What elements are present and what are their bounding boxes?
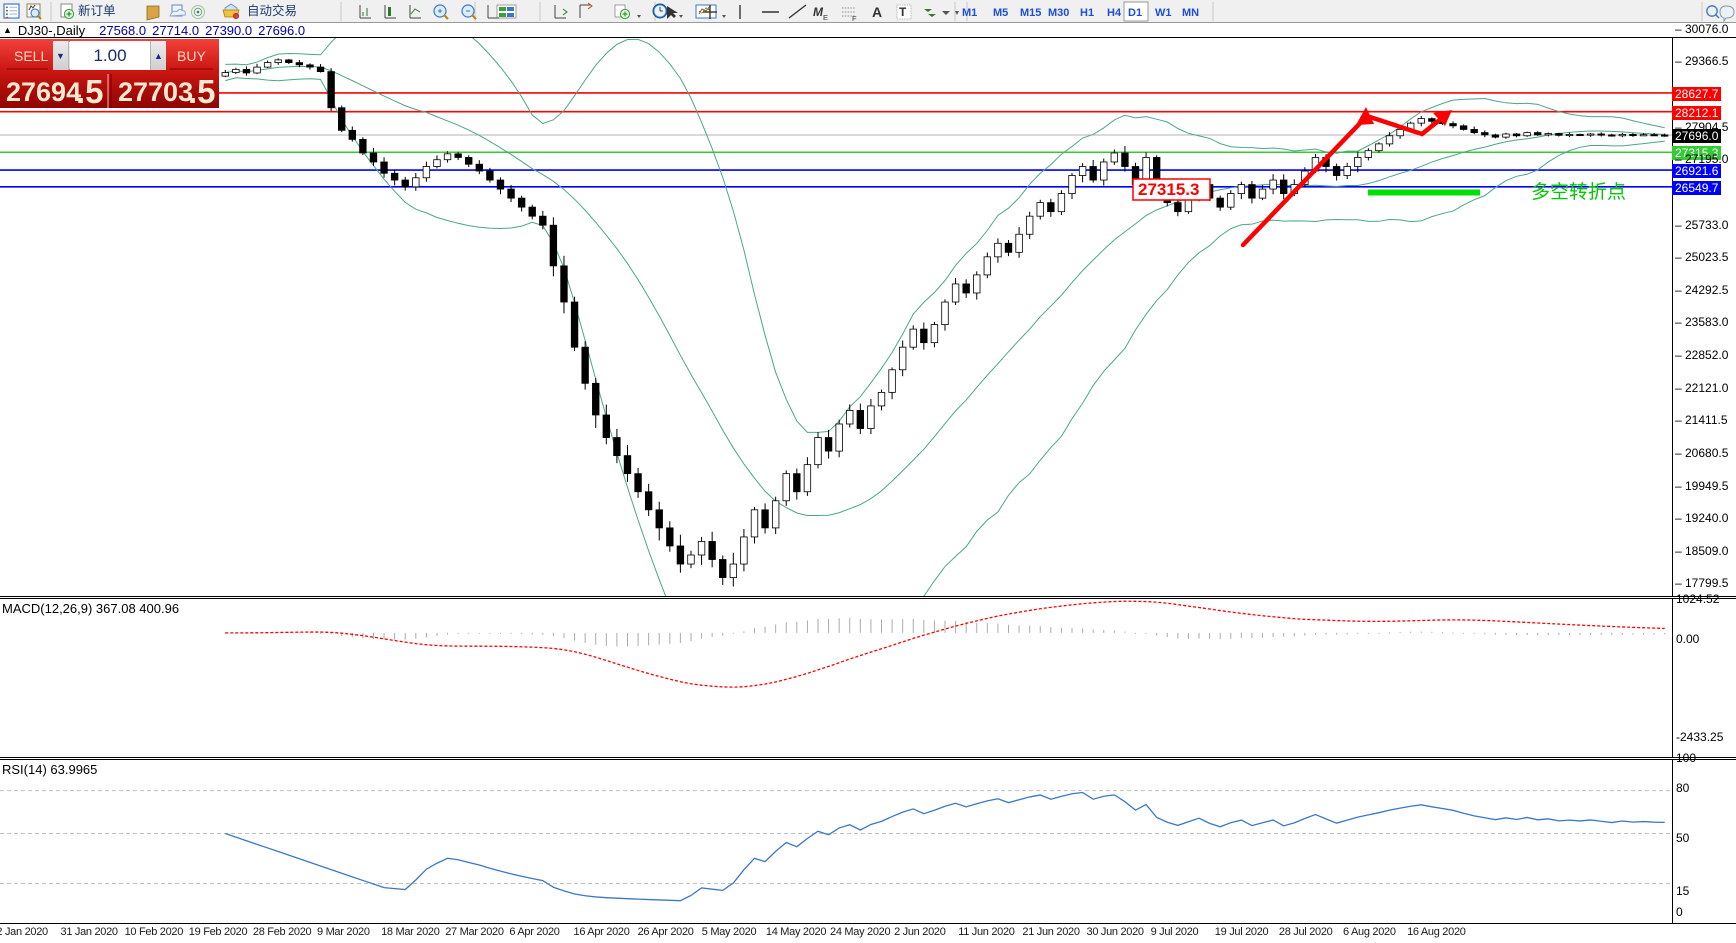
svg-text:.5: .5	[76, 73, 104, 108]
svg-text:M5: M5	[993, 7, 1008, 19]
svg-text:多空转折点: 多空转折点	[1531, 181, 1626, 203]
svg-text:自动交易: 自动交易	[247, 3, 297, 18]
svg-text:D1: D1	[1128, 7, 1142, 19]
svg-text:新订单: 新订单	[78, 3, 116, 18]
svg-text:27703: 27703	[118, 77, 193, 107]
svg-text:M30: M30	[1048, 7, 1069, 19]
svg-text:M1: M1	[962, 7, 977, 19]
svg-text:BUY: BUY	[177, 48, 206, 64]
svg-text:H4: H4	[1107, 7, 1122, 19]
svg-text:A: A	[872, 4, 882, 20]
svg-text:.5: .5	[188, 73, 216, 108]
svg-text:H1: H1	[1080, 7, 1094, 19]
svg-text:F: F	[852, 14, 857, 23]
svg-text:W1: W1	[1155, 7, 1172, 19]
svg-text:27315.3: 27315.3	[1138, 180, 1199, 199]
svg-text:T: T	[899, 5, 907, 19]
svg-text:MN: MN	[1182, 7, 1199, 19]
svg-text:E: E	[823, 13, 828, 22]
svg-text:SELL: SELL	[14, 48, 48, 64]
svg-text:27694: 27694	[6, 77, 81, 107]
svg-text:M15: M15	[1020, 7, 1041, 19]
